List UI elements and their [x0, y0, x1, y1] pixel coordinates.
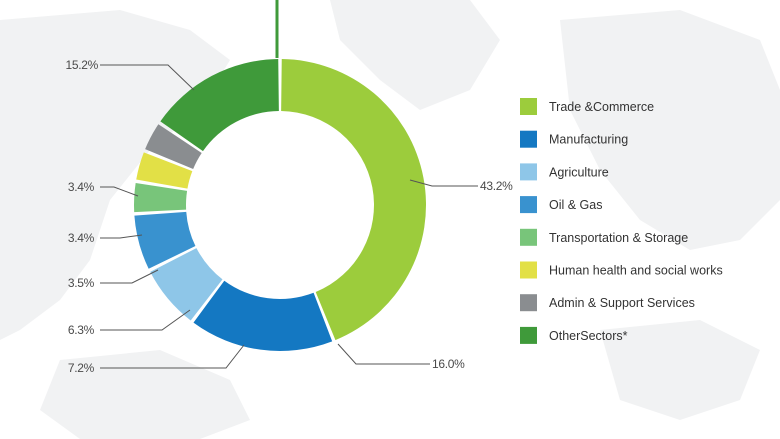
- legend-item-admin-support-services: Admin & Support Services: [520, 294, 695, 312]
- legend-label: Trade &Commerce: [549, 100, 654, 114]
- legend-swatch: [520, 130, 537, 148]
- legend-item-agriculture: Agriculture: [520, 163, 609, 181]
- legend-item-trade-commerce: Trade &Commerce: [520, 98, 654, 115]
- slice-manufacturing: [193, 280, 333, 351]
- data-labels-group: 43.2% 16.0% 7.2% 6.3% 3.5% 3.4% 3.4% 15.2%: [65, 58, 513, 375]
- slice-transportation-storage: [134, 183, 188, 213]
- legend-label: Human health and social works: [549, 264, 723, 278]
- leader-line-admin-support-services: [100, 186, 139, 197]
- slice-othersectors: [160, 59, 279, 152]
- legend-swatch: [520, 261, 537, 279]
- legend-item-oil-gas: Oil & Gas: [520, 196, 603, 214]
- leader-line-trade-commerce: [409, 179, 478, 187]
- leader-line-oil-gas: [100, 309, 191, 331]
- leader-lines-group: [100, 64, 478, 369]
- data-label-admin-support-services: 3.4%: [68, 180, 95, 194]
- legend-swatch: [520, 326, 537, 344]
- legend-label: Agriculture: [549, 165, 609, 179]
- slice-trade-commerce: [281, 59, 426, 341]
- leader-line-manufacturing: [337, 343, 430, 365]
- legend-swatch: [520, 196, 537, 214]
- leader-line-othersectors: [100, 64, 195, 91]
- slice-human-health-and-social-works: [136, 152, 193, 189]
- data-label-human-health-and-social-works: 3.4%: [68, 231, 95, 245]
- legend-item-human-health-and-social-works: Human health and social works: [520, 261, 723, 279]
- legend-label: Admin & Support Services: [549, 296, 695, 310]
- data-label-oil-gas: 6.3%: [68, 323, 95, 337]
- legend: Trade &Commerce Manufacturing Agriculture O…: [520, 98, 723, 344]
- data-label-transportation-storage: 3.5%: [68, 276, 95, 290]
- slices-group: [134, 59, 426, 351]
- data-label-trade-commerce: 43.2%: [480, 179, 513, 193]
- slice-agriculture: [150, 248, 223, 321]
- legend-item-manufacturing: Manufacturing: [520, 130, 628, 148]
- legend-swatch: [520, 98, 537, 115]
- slice-oil-gas: [134, 211, 196, 269]
- legend-label: Manufacturing: [549, 133, 628, 147]
- data-label-agriculture: 7.2%: [68, 361, 95, 375]
- legend-swatch: [520, 163, 537, 181]
- leader-line-transportation-storage: [100, 269, 159, 284]
- data-label-othersectors: 15.2%: [65, 58, 98, 72]
- legend-swatch: [520, 228, 537, 246]
- legend-swatch: [520, 294, 537, 312]
- legend-label: Oil & Gas: [549, 198, 603, 212]
- legend-label: OtherSectors*: [549, 329, 628, 343]
- legend-item-transportation-storage: Transportation & Storage: [520, 228, 688, 246]
- leader-line-agriculture: [100, 344, 245, 369]
- legend-label: Transportation & Storage: [549, 231, 688, 245]
- data-label-manufacturing: 16.0%: [432, 357, 465, 371]
- leader-line-human-health-and-social-works: [100, 234, 143, 239]
- slice-admin-support-services: [145, 124, 202, 170]
- legend-item-othersectors: OtherSectors*: [520, 326, 628, 344]
